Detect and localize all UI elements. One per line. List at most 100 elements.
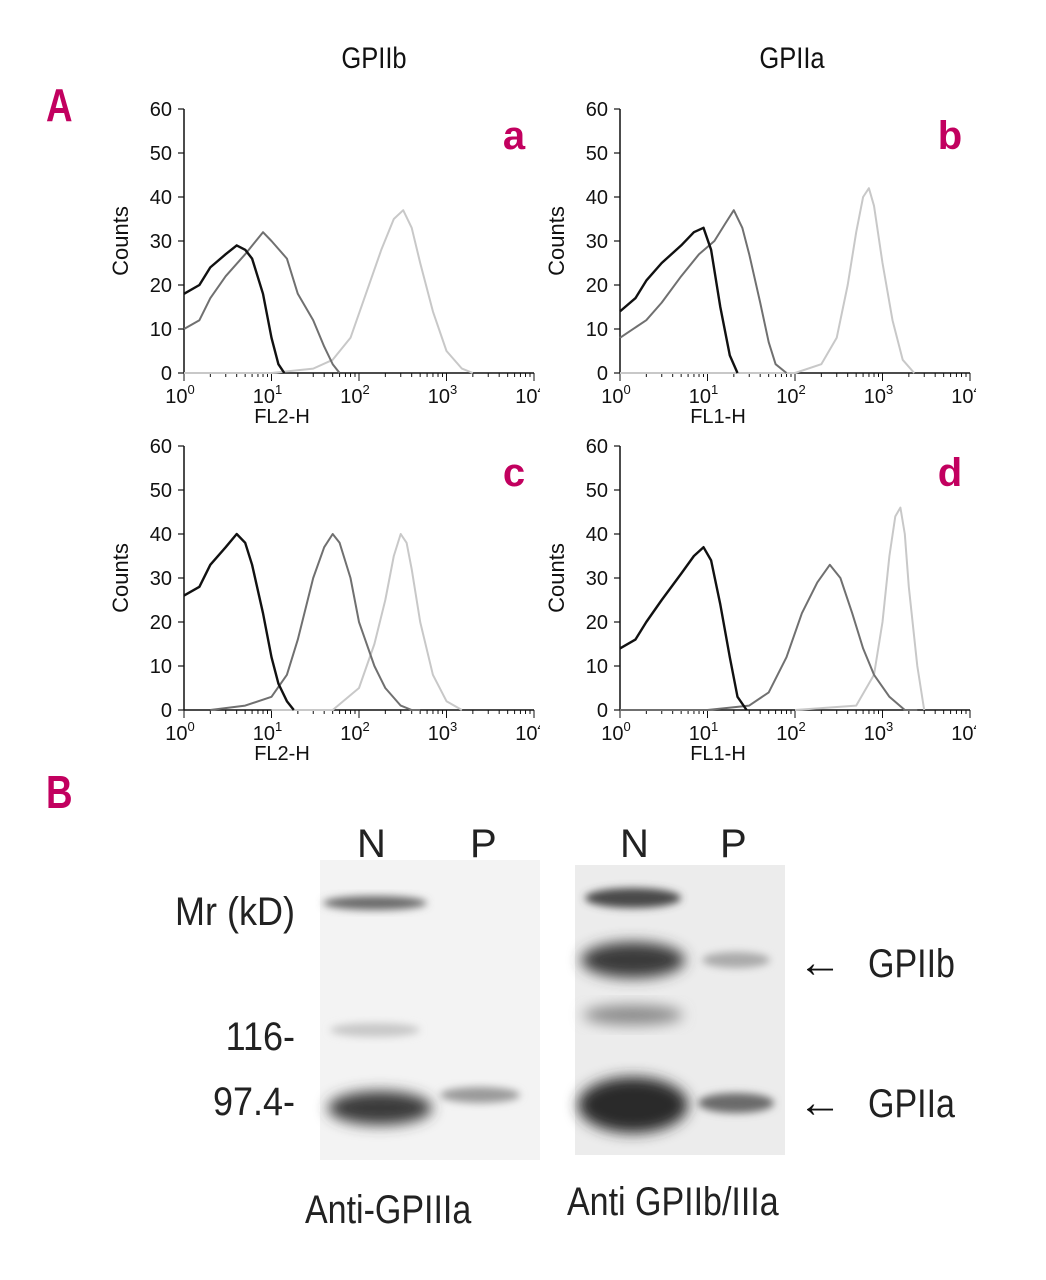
x-tick-label: 100 [165, 719, 194, 745]
x-tick-label: 104 [515, 382, 540, 408]
y-tick-label: 50 [586, 480, 608, 502]
mw-marker-97: 97.4- [212, 1080, 295, 1124]
x-tick-label: 100 [601, 382, 630, 408]
band-left-p-gpiia [440, 1087, 520, 1103]
x-tick-label: 104 [515, 719, 540, 745]
series-line-control [183, 244, 286, 374]
band-left-n-top [323, 896, 427, 910]
x-tick-label: 103 [428, 719, 457, 745]
y-tick-label: 20 [586, 612, 608, 634]
y-tick-label: 50 [150, 143, 172, 165]
series-line-patient [210, 533, 421, 711]
band-right-n-mid [583, 1005, 683, 1025]
x-tick-exponent: 3 [450, 719, 457, 734]
y-tick-label: 50 [586, 143, 608, 165]
series-line-control [619, 226, 739, 374]
x-tick-exponent: 1 [275, 719, 282, 734]
y-tick-label: 10 [150, 656, 172, 678]
y-tick-label: 60 [586, 99, 608, 121]
panel-letter: b [938, 114, 962, 158]
blot-title-anti-gpiiia: Anti-GPIIIa [305, 1188, 472, 1232]
panel-letter: d [938, 451, 962, 495]
blot-title-anti-gpiib-iiia: Anti GPIIb/IIIa [567, 1180, 779, 1224]
series-line-control [619, 545, 748, 711]
y-axis-label: Counts [544, 206, 569, 276]
y-tick-label: 60 [150, 436, 172, 458]
x-tick-label: 101 [689, 382, 718, 408]
x-tick-exponent: 0 [188, 719, 195, 734]
y-axis-label: Counts [108, 543, 133, 613]
y-tick-label: 40 [586, 524, 608, 546]
x-tick-exponent: 2 [799, 719, 806, 734]
x-tick-exponent: 4 [974, 719, 976, 734]
series-line-patient [619, 209, 788, 374]
x-tick-exponent: 4 [538, 382, 540, 397]
lane-label-right-n: N [620, 822, 649, 866]
column-title-gpiia: GPIIa [759, 42, 825, 75]
x-tick-exponent: 2 [363, 382, 370, 397]
band-left-n-gpiia [328, 1091, 432, 1125]
band-right-p-gpiia [698, 1093, 774, 1113]
y-tick-label: 50 [150, 480, 172, 502]
arrow-gpiia-icon: ← [798, 1078, 842, 1127]
band-right-n-gpiia [578, 1077, 688, 1133]
series-line-control [183, 532, 295, 711]
y-tick-label: 30 [586, 231, 608, 253]
mw-marker-116: 116- [225, 1015, 295, 1059]
y-tick-label: 60 [150, 99, 172, 121]
y-tick-label: 10 [586, 319, 608, 341]
x-axis-label: FL1-H [690, 406, 746, 425]
x-tick-exponent: 3 [886, 382, 893, 397]
y-tick-label: 0 [597, 700, 608, 722]
band-left-n-faint [330, 1023, 420, 1037]
x-tick-exponent: 3 [450, 382, 457, 397]
series-line-normal [620, 187, 915, 374]
western-blot-image [320, 860, 785, 1160]
y-tick-label: 20 [150, 612, 172, 634]
y-axis-label: Counts [108, 206, 133, 276]
panel-letter: c [503, 451, 525, 495]
y-tick-label: 20 [150, 275, 172, 297]
series-line-patient [183, 231, 341, 374]
x-tick-label: 102 [776, 382, 805, 408]
x-tick-exponent: 1 [711, 382, 718, 397]
x-tick-exponent: 4 [538, 719, 540, 734]
y-tick-label: 10 [586, 656, 608, 678]
x-tick-exponent: 0 [624, 382, 631, 397]
x-tick-label: 101 [253, 719, 282, 745]
series-line-patient [620, 563, 918, 711]
y-axis-label: Counts [544, 543, 569, 613]
x-tick-exponent: 1 [275, 382, 282, 397]
y-tick-label: 40 [586, 187, 608, 209]
x-tick-exponent: 4 [974, 382, 976, 397]
panel-label-b: B [46, 766, 73, 818]
x-tick-label: 104 [951, 719, 976, 745]
x-tick-exponent: 2 [799, 382, 806, 397]
x-tick-exponent: 0 [624, 719, 631, 734]
x-tick-label: 102 [340, 719, 369, 745]
band-label-gpiib: GPIIb [868, 942, 955, 986]
lane-label-right-p: P [720, 822, 747, 866]
x-tick-label: 100 [601, 719, 630, 745]
lane-label-left-n: N [357, 822, 386, 866]
mw-title: Mr (kD) [175, 890, 295, 934]
series-line-normal [794, 506, 926, 711]
x-tick-label: 104 [951, 382, 976, 408]
lane-label-left-p: P [470, 822, 497, 866]
y-tick-label: 60 [586, 436, 608, 458]
panel-letter: a [503, 114, 526, 158]
band-right-n-gpiib [581, 942, 685, 978]
x-axis-label: FL1-H [690, 743, 746, 762]
y-tick-label: 20 [586, 275, 608, 297]
y-tick-label: 0 [161, 700, 172, 722]
band-right-p-gpiib [702, 952, 770, 968]
y-tick-label: 10 [150, 319, 172, 341]
x-tick-label: 102 [776, 719, 805, 745]
x-tick-label: 100 [165, 382, 194, 408]
x-tick-exponent: 2 [363, 719, 370, 734]
